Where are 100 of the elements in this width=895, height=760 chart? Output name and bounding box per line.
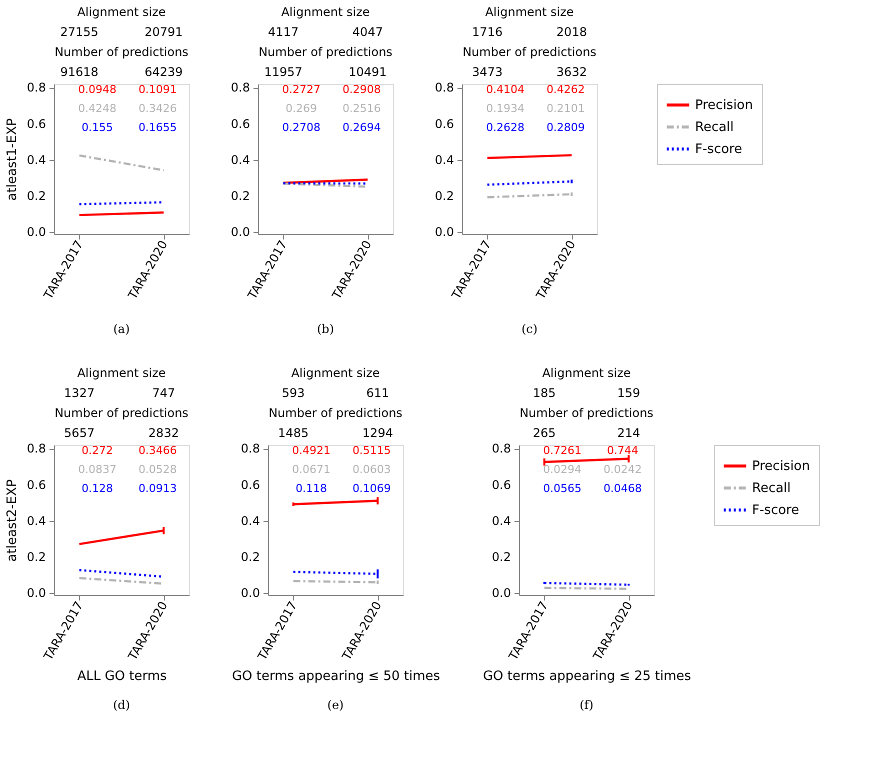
text: 5657: [64, 426, 95, 440]
annotation: 0.2694: [342, 121, 381, 134]
text: Number of predictions: [258, 45, 392, 59]
text: (b): [316, 322, 334, 336]
y-tick-label: 0.0: [492, 586, 511, 600]
y-tick-label: 0.4: [492, 514, 511, 528]
y-tick-label: 0.0: [230, 225, 250, 240]
text: Number of predictions: [462, 45, 596, 59]
y-tick-label: 0.6: [492, 478, 511, 492]
y-tick-label: 0.0: [26, 225, 46, 240]
y-tick-label: 0.8: [240, 442, 260, 456]
y-tick-label: 0.6: [434, 116, 454, 131]
y-tick-label: 0.2: [434, 189, 454, 204]
annotation: 0.0565: [543, 482, 582, 495]
y-tick-label: 0.6: [26, 478, 46, 492]
annotation: 0.2727: [282, 83, 321, 96]
text: Number of predictions: [54, 45, 188, 59]
y-tick-label: 0.2: [492, 550, 511, 564]
legend-label: Recall: [752, 481, 791, 496]
y-tick-label: 0.6: [240, 478, 260, 492]
annotation: 0.0913: [138, 482, 177, 495]
text: 214: [617, 426, 640, 440]
annotation: 0.4248: [78, 102, 117, 115]
annotation: 0.5115: [352, 444, 391, 457]
y-tick-label: 0.6: [230, 116, 250, 131]
y-tick-label: 0.4: [240, 514, 260, 528]
y-tick-label: 0.0: [26, 586, 46, 600]
text: (a): [113, 322, 130, 336]
text: Number of predictions: [54, 406, 188, 420]
annotation: 0.2628: [486, 121, 525, 134]
y-tick-label: 0.0: [240, 586, 260, 600]
annotation: 0.4262: [546, 83, 585, 96]
y-tick-label: 0.2: [26, 189, 46, 204]
y-tick-label: 0.8: [26, 80, 46, 95]
text: Alignment size: [542, 366, 631, 380]
text: 2018: [556, 25, 587, 39]
legend-label: F-score: [695, 142, 742, 157]
annotation: 0.4921: [292, 444, 331, 457]
text: 11957: [264, 65, 302, 79]
annotation: 0.155: [82, 121, 114, 134]
annotation: 0.2908: [342, 83, 381, 96]
annotation: 0.0671: [292, 463, 331, 476]
text: Alignment size: [77, 366, 166, 380]
y-axis-title: atleast2-EXP: [5, 479, 20, 562]
text: 611: [366, 386, 390, 400]
y-tick-label: 0.4: [230, 152, 250, 167]
text: Alignment size: [77, 5, 166, 19]
annotation: 0.1069: [352, 482, 391, 495]
text: 64239: [144, 65, 183, 79]
y-tick-label: 0.6: [26, 116, 46, 131]
legend-label: Recall: [695, 120, 734, 135]
y-tick-label: 0.8: [492, 442, 511, 456]
annotation: 0.272: [82, 444, 114, 457]
annotation: 0.0242: [603, 463, 642, 476]
text: 185: [532, 386, 556, 400]
annotation: 0.2101: [546, 102, 585, 115]
text: 10491: [348, 65, 387, 79]
y-tick-label: 0.4: [434, 152, 454, 167]
y-tick-label: 0.8: [230, 80, 250, 95]
legend-label: Precision: [752, 459, 810, 474]
annotation: 0.1934: [486, 102, 525, 115]
text: Alignment size: [291, 366, 380, 380]
text: 4047: [352, 25, 383, 39]
annotation: 0.2516: [342, 102, 381, 115]
y-tick-label: 0.2: [240, 550, 260, 564]
annotation: 0.128: [82, 482, 114, 495]
annotation: 0.3466: [138, 444, 177, 457]
annotation: 0.118: [296, 482, 328, 495]
y-tick-label: 0.4: [26, 514, 46, 528]
text: (c): [521, 322, 538, 336]
text: 593: [282, 386, 305, 400]
y-tick-label: 0.8: [26, 442, 46, 456]
annotation: 0.0603: [352, 463, 391, 476]
y-axis-title: atleast1-EXP: [5, 118, 20, 201]
y-tick-label: 0.4: [26, 152, 46, 167]
annotation: 0.4104: [486, 83, 525, 96]
text: (f): [580, 698, 594, 712]
text: 159: [617, 386, 640, 400]
text: 1485: [278, 426, 309, 440]
y-tick-label: 0.2: [230, 189, 250, 204]
text: 4117: [268, 25, 299, 39]
text: 27155: [60, 25, 98, 39]
text: 20791: [144, 25, 183, 39]
x-axis-title: ALL GO terms: [77, 669, 168, 684]
text: 1327: [64, 386, 95, 400]
text: 3473: [472, 65, 503, 79]
text: Alignment size: [485, 5, 574, 19]
legend-label: F-score: [752, 503, 800, 518]
text: 91618: [60, 65, 98, 79]
text: 3632: [556, 65, 587, 79]
annotation: 0.1091: [138, 83, 177, 96]
text: Alignment size: [281, 5, 370, 19]
y-tick-label: 0.0: [434, 225, 454, 240]
annotation: 0.7261: [543, 444, 582, 457]
annotation: 0.744: [606, 444, 638, 457]
annotation: 0.269: [286, 102, 318, 115]
text: Number of predictions: [268, 406, 402, 420]
x-axis-title: GO terms appearing ≤ 50 times: [232, 669, 440, 684]
text: (d): [112, 698, 130, 712]
annotation: 0.0528: [138, 463, 177, 476]
